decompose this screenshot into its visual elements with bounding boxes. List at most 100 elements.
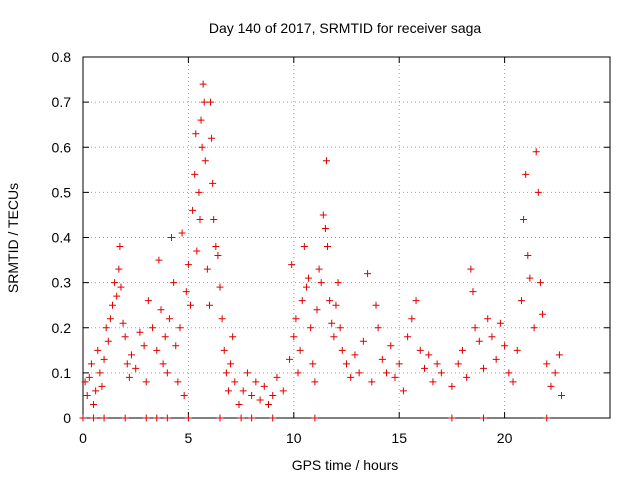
data-point xyxy=(123,360,131,368)
data-point xyxy=(174,378,182,386)
data-point xyxy=(471,324,479,332)
data-point xyxy=(351,351,359,359)
data-point xyxy=(187,301,195,309)
data-point xyxy=(530,324,538,332)
chart-title: Day 140 of 2017, SRMTID for receiver sag… xyxy=(209,20,482,36)
data-point xyxy=(467,265,475,273)
data-point xyxy=(429,378,437,386)
data-point xyxy=(532,148,540,156)
x-tick-label: 5 xyxy=(185,430,193,446)
data-point xyxy=(279,387,287,395)
data-point xyxy=(509,378,517,386)
data-point xyxy=(448,382,456,390)
y-tick-labels: 0 0.1 0.2 0.3 0.4 0.5 0.6 0.7 0.8 xyxy=(52,49,72,426)
data-point xyxy=(269,391,277,399)
data-point xyxy=(404,333,412,341)
data-point xyxy=(113,292,121,300)
data-point xyxy=(116,243,124,251)
data-point xyxy=(309,360,317,368)
data-point xyxy=(298,297,306,305)
axis-ticks xyxy=(82,56,610,419)
data-point xyxy=(127,351,135,359)
data-point xyxy=(243,369,251,377)
data-point xyxy=(313,306,321,314)
data-point xyxy=(163,414,171,422)
data-point xyxy=(121,333,129,341)
data-point xyxy=(189,206,197,214)
data-point xyxy=(334,279,342,287)
data-point xyxy=(437,369,445,377)
data-point xyxy=(178,229,186,237)
data-point xyxy=(374,324,382,332)
data-point xyxy=(416,346,424,354)
data-point xyxy=(322,157,330,165)
data-point xyxy=(172,342,180,350)
data-point xyxy=(288,261,296,269)
data-point xyxy=(197,116,205,124)
x-tick-label: 10 xyxy=(286,430,302,446)
data-point xyxy=(551,369,559,377)
data-point xyxy=(92,387,100,395)
data-point xyxy=(248,414,256,422)
data-point xyxy=(475,337,483,345)
data-point xyxy=(193,247,201,255)
data-point xyxy=(338,346,346,354)
data-point xyxy=(203,265,211,273)
data-point xyxy=(155,256,163,264)
data-point xyxy=(480,364,488,372)
data-point xyxy=(412,297,420,305)
data-point xyxy=(163,369,171,377)
data-point xyxy=(109,301,117,309)
data-point xyxy=(248,391,256,399)
data-point xyxy=(205,301,213,309)
data-point xyxy=(526,274,534,282)
data-point xyxy=(359,337,367,345)
data-point xyxy=(378,355,386,363)
data-point xyxy=(368,378,376,386)
data-point xyxy=(330,333,338,341)
data-point xyxy=(520,215,528,223)
data-point xyxy=(184,414,192,422)
data-point xyxy=(106,315,114,323)
data-point xyxy=(161,333,169,341)
data-point xyxy=(300,243,308,251)
data-point xyxy=(391,373,399,381)
data-point xyxy=(176,324,184,332)
data-point xyxy=(326,297,334,305)
data-point xyxy=(87,360,95,368)
data-point xyxy=(199,80,207,88)
data-point xyxy=(104,337,112,345)
data-point xyxy=(469,288,477,296)
data-point xyxy=(235,400,243,408)
data-point xyxy=(165,315,173,323)
data-point xyxy=(98,382,106,390)
data-point xyxy=(212,243,220,251)
y-tick-label: 0.5 xyxy=(52,184,72,200)
data-point xyxy=(555,351,563,359)
data-point xyxy=(543,414,551,422)
data-point xyxy=(136,328,144,336)
data-point xyxy=(496,319,504,327)
data-point xyxy=(157,306,165,314)
data-point xyxy=(269,414,277,422)
data-point xyxy=(142,378,150,386)
data-point xyxy=(111,279,119,287)
data-point xyxy=(196,215,204,223)
data-point xyxy=(79,414,87,422)
x-axis-label: GPS time / hours xyxy=(292,457,399,473)
data-point xyxy=(90,414,98,422)
data-point xyxy=(96,369,104,377)
data-point xyxy=(140,342,148,350)
data-point xyxy=(311,414,319,422)
data-point xyxy=(558,391,566,399)
data-point xyxy=(543,360,551,368)
data-point xyxy=(302,283,310,291)
data-point xyxy=(433,360,441,368)
data-point xyxy=(252,378,260,386)
data-point xyxy=(153,346,161,354)
data-point xyxy=(513,346,521,354)
data-point xyxy=(307,324,315,332)
data-point xyxy=(524,252,532,260)
data-point xyxy=(191,170,199,178)
